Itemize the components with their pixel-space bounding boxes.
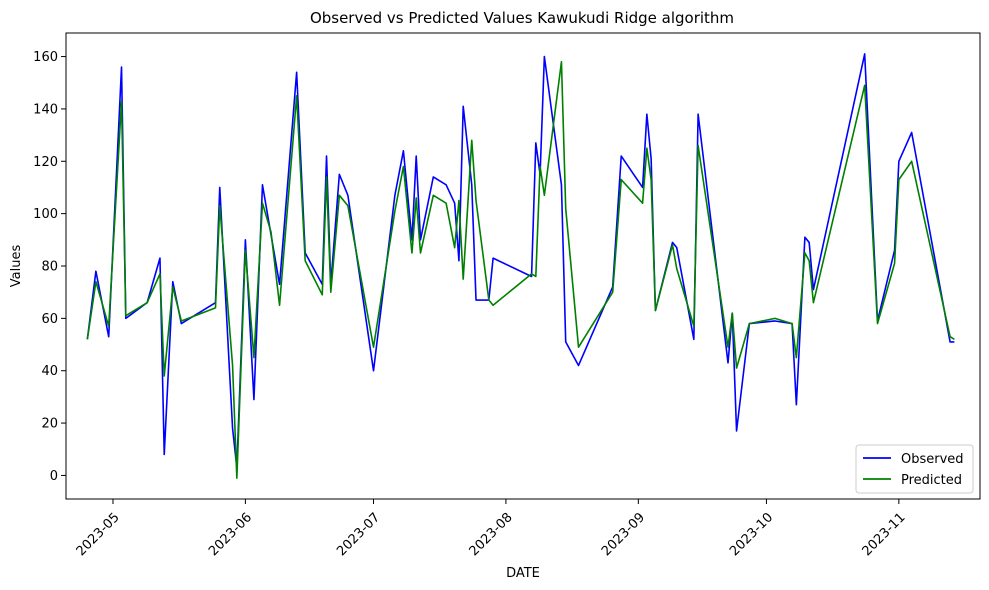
x-tick-label: 2023-10 xyxy=(727,510,776,559)
x-axis: 2023-05 2023-06 2023-07 2023-08 2023-09 2023-… xyxy=(74,499,909,559)
x-tick-label: 2023-11 xyxy=(860,510,909,559)
x-tick-label: 2023-07 xyxy=(334,510,383,559)
y-tick-label: 0 xyxy=(50,469,58,484)
y-tick-label: 120 xyxy=(33,155,58,170)
plot-frame xyxy=(65,32,981,500)
y-tick-label: 100 xyxy=(33,207,58,222)
legend: Observed Predicted xyxy=(855,444,974,494)
y-tick-label: 20 xyxy=(41,417,58,432)
x-tick-label: 2023-06 xyxy=(206,510,255,559)
y-axis: 0 20 40 60 80 100 120 140 160 xyxy=(33,50,66,484)
x-tick-label: 2023-08 xyxy=(467,510,516,559)
series-line-predicted xyxy=(86,60,955,479)
y-tick-label: 140 xyxy=(33,102,58,117)
y-axis-label: Values xyxy=(9,245,24,288)
legend-label-predicted: Predicted xyxy=(901,473,962,488)
x-axis-label: DATE xyxy=(506,566,540,581)
y-tick-label: 60 xyxy=(41,312,58,327)
chart-title: Observed vs Predicted Values Kawukudi Ri… xyxy=(310,9,734,27)
series-line-observed xyxy=(86,53,955,469)
x-tick-label: 2023-05 xyxy=(74,510,123,559)
x-tick-label: 2023-09 xyxy=(599,510,648,559)
plot-series-group xyxy=(86,53,955,479)
legend-box xyxy=(855,444,974,494)
y-tick-label: 80 xyxy=(41,260,58,275)
y-tick-label: 160 xyxy=(33,50,58,65)
y-tick-label: 40 xyxy=(41,364,58,379)
legend-label-observed: Observed xyxy=(901,452,964,467)
